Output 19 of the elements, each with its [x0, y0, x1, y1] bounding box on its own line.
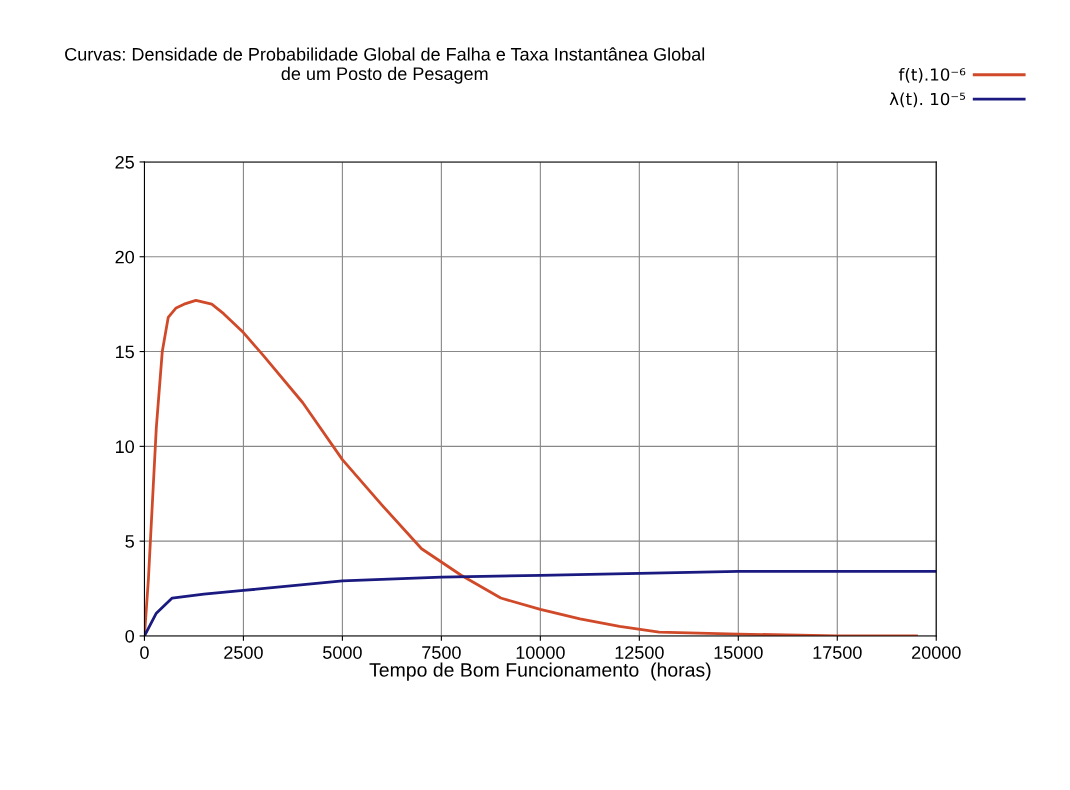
y-tick-label: 15 — [116, 345, 134, 359]
x-tick-label: 12500 — [615, 646, 664, 659]
x-tick-label: 5000 — [323, 646, 362, 659]
x-tick-label: 15000 — [714, 646, 763, 659]
y-tick-label: 5 — [125, 535, 134, 548]
legend-label: λ(t). 10⁻⁵ — [889, 92, 966, 108]
x-tick-label: 17500 — [813, 646, 862, 659]
legend-label: f(t).10⁻⁶ — [898, 67, 966, 83]
y-tick-label: 25 — [115, 155, 134, 169]
x-tick-label: 20000 — [912, 646, 961, 659]
x-tick-label: 0 — [140, 646, 149, 659]
x-tick-label: 7500 — [422, 646, 461, 659]
y-tick-label: 20 — [115, 250, 135, 264]
x-axis-title: Tempo de Bom Funcionamento (horas) — [369, 662, 711, 681]
chart-title: Curvas: Densidade de Probabilidade Global de Falha e Taxa Instantânea Global de um Posto de Pesagem — [65, 47, 705, 84]
y-tick-label: 10 — [116, 440, 135, 454]
x-tick-label: 2500 — [224, 646, 263, 659]
x-tick-label: 10000 — [516, 646, 565, 659]
y-tick-label: 0 — [125, 629, 135, 643]
